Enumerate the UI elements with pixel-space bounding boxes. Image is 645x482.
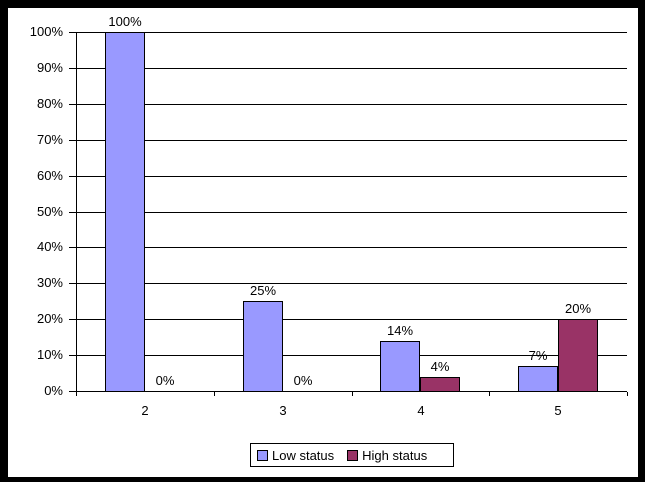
gridline [76, 176, 627, 177]
bar-low-status [380, 341, 420, 392]
y-axis-label: 60% [36, 168, 63, 183]
gridline [76, 104, 627, 105]
data-label: 7% [528, 348, 548, 363]
data-label: 0% [155, 373, 175, 388]
gridline [76, 319, 627, 320]
y-axis-label: 30% [36, 275, 63, 290]
y-tick [69, 247, 76, 248]
gridline [76, 68, 627, 69]
gridline [76, 247, 627, 248]
legend-label-high-status: High status [362, 447, 428, 463]
legend-item-low-status: Low status [257, 448, 334, 463]
y-axis-label: 40% [36, 239, 63, 254]
gridline [76, 140, 627, 141]
y-axis-label: 20% [36, 311, 63, 326]
y-axis-label: 0% [44, 383, 63, 398]
legend-swatch-low-status [257, 449, 268, 461]
x-tick [352, 392, 353, 396]
bar-high-status [420, 377, 460, 392]
x-tick [489, 392, 490, 396]
y-axis-label: 80% [36, 96, 63, 111]
data-label: 14% [386, 323, 414, 338]
y-axis-label: 90% [36, 60, 63, 75]
y-tick [69, 283, 76, 284]
y-tick [69, 212, 76, 213]
bar-low-status [243, 301, 283, 392]
legend: Low status High status [250, 443, 454, 467]
y-tick [69, 391, 76, 392]
bar-low-status [518, 366, 558, 392]
legend-label-low-status: Low status [272, 447, 335, 463]
x-axis-label: 5 [554, 403, 562, 418]
chart-canvas: Low status High status 0% 10% 20% 30% 40% 50%… [8, 8, 638, 477]
bar-low-status [105, 32, 145, 392]
x-axis-label: 3 [279, 403, 287, 418]
y-tick [69, 104, 76, 105]
data-label: 20% [564, 301, 592, 316]
y-tick [69, 68, 76, 69]
y-axis-label: 50% [36, 204, 63, 219]
y-tick [69, 140, 76, 141]
gridline [76, 355, 627, 356]
data-label: 0% [293, 373, 313, 388]
y-axis-label: 10% [36, 347, 63, 362]
y-tick [69, 176, 76, 177]
y-tick [69, 319, 76, 320]
gridline [76, 32, 627, 33]
x-tick [76, 392, 77, 396]
gridline [76, 212, 627, 213]
bar-high-status [558, 319, 598, 392]
y-tick [69, 355, 76, 356]
gridline [76, 283, 627, 284]
x-tick [627, 392, 628, 396]
data-label: 100% [108, 14, 142, 29]
y-axis-label: 70% [36, 132, 63, 147]
x-axis-label: 2 [141, 403, 149, 418]
x-tick [214, 392, 215, 396]
data-label: 25% [249, 283, 277, 298]
y-axis-label: 100% [29, 24, 63, 39]
x-axis-label: 4 [417, 403, 425, 418]
y-tick [69, 32, 76, 33]
legend-swatch-high-status [347, 449, 359, 461]
legend-item-high-status: High status [347, 448, 427, 463]
data-label: 4% [430, 359, 450, 374]
